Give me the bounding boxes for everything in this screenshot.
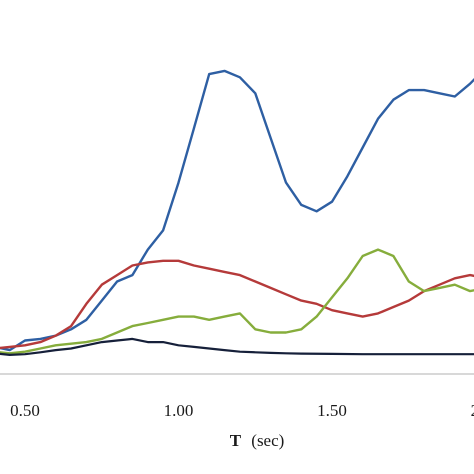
plot-area <box>0 69 474 375</box>
x-tick-label-2: 1.00 <box>164 401 194 420</box>
series-layer <box>0 69 474 356</box>
x-tick-label-4: 2.00 <box>471 401 474 420</box>
x-tick-label-3: 1.50 <box>317 401 347 420</box>
x-axis-title: T (sec) <box>230 431 285 450</box>
x-tick-labels: 0.501.001.502.002.503.003.50 <box>10 401 474 420</box>
x-axis-title-unit: (sec) <box>251 431 284 450</box>
series-line-4 <box>0 337 474 356</box>
x-tick-label-1: 0.50 <box>10 401 40 420</box>
x-axis-title-main: T <box>230 431 242 450</box>
series-line-2 <box>0 259 474 350</box>
series-line-3 <box>0 248 474 355</box>
series-line-1 <box>0 69 474 352</box>
